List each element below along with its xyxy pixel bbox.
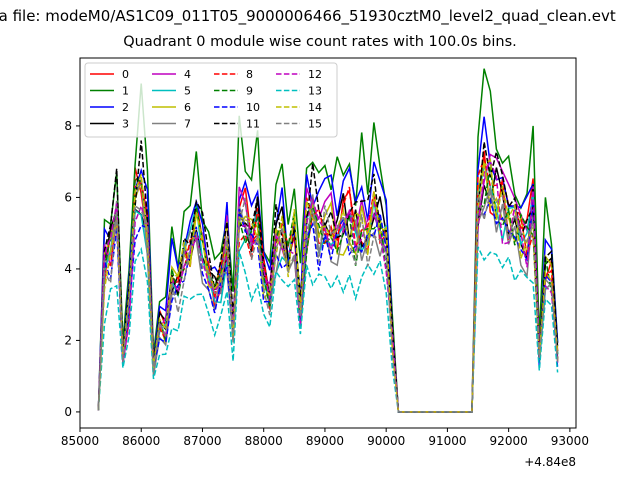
legend-label-3: 3 [122,118,129,131]
y-tick-label: 0 [64,405,72,419]
legend-label-5: 5 [184,85,191,98]
legend-label-6: 6 [184,101,191,114]
chart-title: Quadrant 0 module wise count rates with … [123,34,517,50]
x-tick-label: 91000 [428,434,466,448]
legend-box [84,62,338,138]
legend-label-7: 7 [184,118,191,131]
x-tick-label: 87000 [183,434,221,448]
series-line-14 [97,157,559,413]
figure-suptitle: Data file: modeM0/AS1C09_011T05_90000064… [0,7,616,25]
legend-label-10: 10 [246,101,260,114]
x-tick-label: 93000 [551,434,589,448]
legend-label-1: 1 [122,85,129,98]
series-line-1 [97,68,559,413]
y-tick-label: 4 [64,262,72,276]
x-tick-label: 88000 [245,434,283,448]
legend-label-9: 9 [246,85,253,98]
x-axis: 85000 86000 87000 88000 89000 90000 91000 92000… [61,428,589,448]
legend-label-13: 13 [308,85,322,98]
legend-label-0: 0 [122,68,129,81]
x-tick-label: 92000 [490,434,528,448]
legend-label-12: 12 [308,68,322,81]
x-tick-label: 89000 [306,434,344,448]
x-tick-label: 86000 [122,434,160,448]
x-tick-label: 85000 [61,434,99,448]
x-tick-label: 90000 [367,434,405,448]
y-tick-label: 8 [64,119,72,133]
legend-label-8: 8 [246,68,253,81]
series-line-15 [97,189,559,413]
y-tick-label: 2 [64,333,72,347]
legend-label-11: 11 [246,118,260,131]
legend-label-14: 14 [308,101,322,114]
plot-lines [97,68,559,413]
axes-frame [79,57,577,429]
x-offset-label: +4.84e8 [524,455,576,469]
legend-label-4: 4 [184,68,191,81]
y-tick-label: 6 [64,190,72,204]
series-line-13 [97,246,559,413]
y-axis: 0 2 4 6 8 [64,119,80,419]
legend-label-15: 15 [308,118,322,131]
legend-label-2: 2 [122,101,129,114]
